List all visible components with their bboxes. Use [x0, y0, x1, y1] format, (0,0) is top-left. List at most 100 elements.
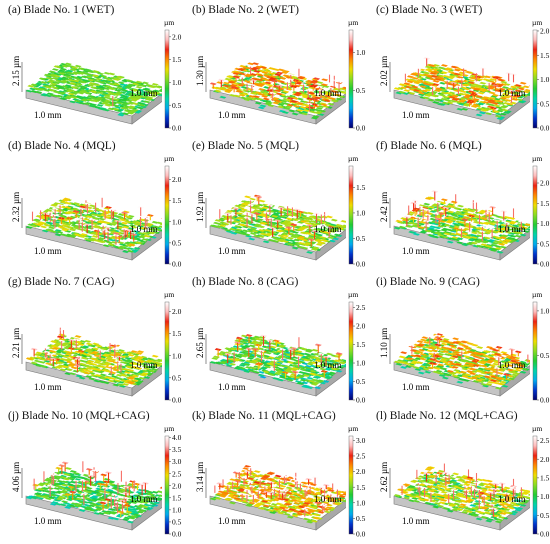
colorbar-tick-label: 0.5 [540, 511, 550, 520]
colorbar-tick-label: 1.0 [172, 78, 182, 87]
colorbar-tick-label: 0.5 [356, 377, 366, 386]
x-axis-label: 1.0 mm [402, 110, 430, 120]
colorbar-tick-label: 0.5 [172, 101, 182, 110]
colorbar-tick-label: 0.5 [356, 234, 366, 243]
surface-panel: (f) Blade No. 6 (MQL) 2.42 µm 1.0 mm 1.0 mm… [372, 140, 550, 271]
y-axis-label: 1.0 mm [130, 360, 158, 370]
colorbar-tick-label: 1.5 [540, 199, 550, 208]
height-surface [209, 334, 346, 390]
sample-base-side [315, 365, 346, 397]
surface-plot: 1.10 µm 1.0 mm 1.0 mm [379, 328, 530, 397]
colorbar-unit: µm [348, 424, 358, 433]
colorbar-unit: µm [532, 290, 542, 299]
colorbar-tick-label: 1.0 [172, 351, 182, 360]
panel-title: (c) Blade No. 3 (WET) [376, 4, 483, 16]
surface-plot: 1.92 µm 1.0 mm 1.0 mm [195, 192, 346, 261]
surface-panel: (j) Blade No. 10 (MQL+CAG) 4.06 µm 1.0 mm 1… [4, 410, 184, 541]
colorbar: µm 0.0 0.5 1.0 [532, 290, 550, 405]
surface-plot: 2.15 µm 1.0 mm 1.0 mm [11, 56, 162, 125]
colorbar-tick-label: 2.0 [172, 307, 182, 316]
colorbar-tick-label: 0.5 [356, 86, 366, 95]
colorbar: µm 0.0 0.5 1.0 1.5 [348, 154, 366, 269]
colorbar-tick-label: 1.0 [356, 209, 366, 218]
colorbar-tick-label: 0.0 [172, 396, 182, 405]
height-surface [209, 465, 346, 524]
colorbar-tick-label: 1.5 [172, 329, 182, 338]
colorbar-unit: µm [348, 18, 358, 27]
colorbar-tick-label: 0.0 [172, 124, 182, 133]
y-axis-label: 1.0 mm [314, 224, 342, 234]
colorbar-tick-label: 1.5 [356, 340, 366, 349]
height-axis-label: 3.14 µm [195, 462, 205, 492]
colorbar-tick-label: 2.5 [540, 436, 550, 445]
colorbar-tick-label: 0.5 [172, 238, 182, 247]
colorbar-tick-label: 1.0 [540, 307, 550, 316]
height-surface [393, 462, 530, 524]
colorbar-tick-label: 0.5 [172, 518, 182, 527]
colorbar-unit: µm [532, 154, 542, 163]
colorbar-tick-label: 0.0 [540, 124, 550, 133]
colorbar: µm 0.0 0.5 1.0 1.5 2.0 2.5 3.0 3.5 4.0 [164, 424, 182, 539]
colorbar-unit: µm [348, 154, 358, 163]
surface-plot: 2.42 µm 1.0 mm 1.0 mm [379, 190, 530, 261]
colorbar-tick-label: 0.5 [172, 373, 182, 382]
colorbar: µm 0.0 0.5 1.0 1.5 2.0 2.5 [348, 290, 366, 405]
colorbar-tick-label: 0.0 [172, 260, 182, 269]
surface-panel: (c) Blade No. 3 (WET) 2.02 µm 1.0 mm 1.0 mm… [372, 4, 550, 135]
colorbar-unit: µm [164, 154, 174, 163]
colorbar-tick-label: 2.5 [356, 303, 366, 312]
y-axis-label: 1.0 mm [130, 88, 158, 98]
y-axis-label: 1.0 mm [498, 88, 526, 98]
y-axis-label: 1.0 mm [314, 360, 342, 370]
colorbar-tick-label: 4.0 [172, 433, 182, 442]
x-axis-label: 1.0 mm [402, 246, 430, 256]
x-axis-label: 1.0 mm [34, 246, 62, 256]
panel-title: (a) Blade No. 1 (WET) [8, 4, 115, 16]
colorbar-tick-label: 0.5 [356, 514, 366, 523]
surface-panel: (a) Blade No. 1 (WET) 2.15 µm 1.0 mm 1.0 mm… [4, 4, 184, 135]
panel-title: (f) Blade No. 6 (MQL) [376, 140, 482, 152]
x-axis-label: 1.0 mm [34, 382, 62, 392]
surface-plot: 4.06 µm 1.0 mm 1.0 mm [11, 459, 162, 531]
colorbar-unit: µm [164, 424, 174, 433]
colorbar-tick-label: 0.0 [172, 530, 182, 539]
height-axis-label: 2.32 µm [11, 192, 21, 222]
height-surface [25, 196, 162, 254]
height-axis-label: 2.62 µm [379, 462, 389, 492]
sample-base-side [315, 229, 346, 261]
panel-title: (g) Blade No. 7 (CAG) [8, 276, 115, 288]
colorbar-tick-label: 1.0 [172, 217, 182, 226]
colorbar-tick-label: 2.0 [540, 179, 550, 188]
height-axis-label: 2.15 µm [11, 56, 21, 86]
colorbar-tick-label: 3.5 [172, 445, 182, 454]
colorbar-tick-label: 2.0 [172, 175, 182, 184]
height-axis-label: 2.42 µm [379, 192, 389, 222]
colorbar-tick-label: 3.0 [172, 457, 182, 466]
surface-plot: 2.62 µm 1.0 mm 1.0 mm [379, 462, 530, 531]
colorbar-tick-label: 2.0 [540, 27, 550, 36]
colorbar-tick-label: 2.0 [172, 32, 182, 41]
x-axis-label: 1.0 mm [402, 382, 430, 392]
surface-plot: 2.21 µm 1.0 mm 1.0 mm [11, 326, 162, 397]
colorbar-tick-label: 1.0 [540, 75, 550, 84]
height-surface [25, 62, 162, 117]
surface-panel: (k) Blade No. 11 (MQL+CAG) 3.14 µm 1.0 mm 1… [188, 410, 368, 541]
y-axis-label: 1.0 mm [130, 494, 158, 504]
sample-base-side [499, 229, 530, 261]
colorbar: µm 0.0 0.5 1.0 1.5 2.0 [164, 154, 182, 269]
colorbar-tick-label: 0.0 [540, 530, 550, 539]
colorbar-tick-label: 1.0 [540, 219, 550, 228]
x-axis-label: 1.0 mm [34, 516, 62, 526]
colorbar-unit: µm [348, 290, 358, 299]
colorbar-tick-label: 0.0 [356, 396, 366, 405]
panel-title: (k) Blade No. 11 (MQL+CAG) [192, 410, 336, 422]
colorbar-tick-label: 2.5 [172, 469, 182, 478]
colorbar-tick-label: 2.0 [540, 455, 550, 464]
height-axis-label: 2.02 µm [379, 56, 389, 86]
colorbar: µm 0.0 0.5 1.0 1.5 2.0 [164, 290, 182, 405]
colorbar-tick-label: 1.5 [356, 483, 366, 492]
colorbar-tick-label: 1.5 [172, 493, 182, 502]
colorbar-tick-label: 0.5 [540, 239, 550, 248]
height-surface [209, 62, 346, 120]
